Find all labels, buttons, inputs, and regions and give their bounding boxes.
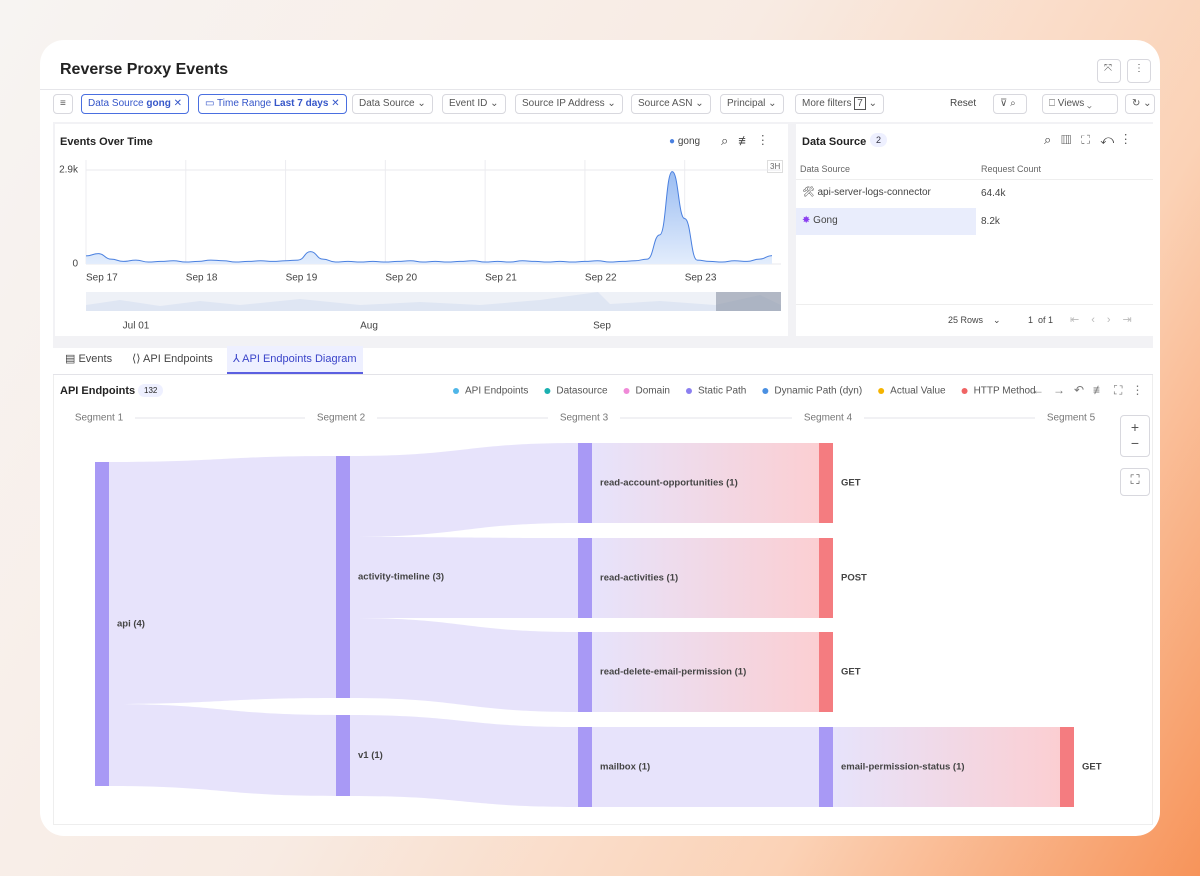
refresh-button[interactable]: ↻ ⌄ bbox=[1125, 94, 1155, 114]
chip-label: Data Source bbox=[88, 98, 144, 109]
filter-chip[interactable]: Data Source gong ✕ bbox=[81, 94, 189, 114]
count-badge: 132 bbox=[138, 384, 164, 397]
divider bbox=[796, 304, 1153, 305]
panel-tools[interactable]: ⌕≢⋮ bbox=[721, 133, 775, 148]
chip-value: Last 7 days bbox=[273, 98, 329, 109]
dropdown-label: Data Source bbox=[359, 98, 415, 109]
filter-chip[interactable]: ▭ Time Range Last 7 days ✕ bbox=[198, 94, 347, 114]
panel-tools[interactable]: ⌕▥⛶↶⋮ bbox=[1044, 132, 1138, 147]
panel-title: API Endpoints bbox=[60, 385, 136, 397]
tab-label: Events bbox=[78, 353, 113, 365]
table-header bbox=[796, 154, 1153, 180]
divider bbox=[53, 374, 1153, 375]
divider bbox=[40, 89, 1160, 90]
filter-toggle[interactable]: ≡ bbox=[53, 94, 73, 114]
filter-search[interactable]: ⊽ ⌕ bbox=[993, 94, 1027, 114]
events-panel: Events Over Time ● gong ⌕≢⋮ 3H bbox=[55, 124, 788, 336]
cell-text: api-server-logs-connector bbox=[817, 187, 931, 198]
dropdown-label: Source ASN bbox=[638, 98, 693, 109]
column-header: Request Count bbox=[981, 164, 1042, 174]
page: 1 bbox=[1028, 315, 1034, 325]
chip-value: gong bbox=[146, 98, 171, 109]
views-label: Views bbox=[1057, 98, 1085, 109]
table-cell: 8.2k bbox=[981, 216, 1000, 227]
views-button[interactable]: ⎕ Views ⌄ bbox=[1042, 94, 1118, 114]
dropdown[interactable]: Source IP Address ⌄ bbox=[515, 94, 623, 114]
panel-title: Data Source bbox=[802, 136, 867, 148]
more-filters-count: 7 bbox=[854, 97, 866, 110]
table-cell: ✸ Gong bbox=[802, 215, 838, 226]
dropdown[interactable]: Source ASN ⌄ bbox=[631, 94, 711, 114]
page-title: Reverse Proxy Events bbox=[60, 61, 229, 78]
tab-label: API Endpoints bbox=[143, 353, 213, 365]
selected-row[interactable] bbox=[796, 208, 976, 235]
tab-active[interactable]: ⅄ API Endpoints Diagram bbox=[227, 346, 363, 374]
dropdown[interactable]: Data Source ⌄ bbox=[352, 94, 433, 114]
interval-badge: 3H bbox=[767, 160, 784, 173]
fit-button[interactable]: ⛶ bbox=[1120, 468, 1150, 496]
dropdown-label: Event ID bbox=[449, 98, 488, 109]
diagram-panel bbox=[53, 375, 1153, 825]
legend-label: gong bbox=[677, 136, 701, 147]
page-of: of 1 bbox=[1038, 315, 1054, 325]
tab-label: API Endpoints Diagram bbox=[242, 353, 357, 365]
panel-title: Events Over Time bbox=[60, 136, 153, 148]
cell-text: Gong bbox=[813, 215, 838, 226]
table-cell: 🛠 api-server-logs-connector bbox=[802, 187, 931, 198]
more-filters-label: More filters bbox=[802, 98, 852, 109]
page-indicator: 1 of 1 bbox=[1028, 315, 1053, 325]
pager[interactable]: ⇤‹›⇥ bbox=[1070, 314, 1144, 326]
more-filters[interactable]: More filters 7 ⌄ bbox=[795, 94, 884, 114]
table-cell: 64.4k bbox=[981, 188, 1006, 199]
legend-entry: ● gong bbox=[669, 136, 701, 147]
menu-button[interactable]: ⋮ bbox=[1127, 59, 1151, 83]
dropdown-label: Principal bbox=[727, 98, 766, 109]
dropdown-label: Source IP Address bbox=[522, 98, 605, 109]
dropdown[interactable]: Event ID ⌄ bbox=[442, 94, 506, 114]
diagram-tools[interactable]: ←→↶≢⛶⋮ bbox=[1032, 383, 1153, 397]
count-badge: 2 bbox=[870, 133, 888, 147]
tab[interactable]: ▤ Events bbox=[65, 353, 113, 365]
dropdown[interactable]: Principal ⌄ bbox=[720, 94, 784, 114]
zoom-controls[interactable]: + − bbox=[1120, 415, 1150, 457]
rows-label: 25 Rows bbox=[948, 315, 984, 325]
reset-button[interactable]: Reset bbox=[950, 98, 977, 109]
tab[interactable]: ⟨⟩ API Endpoints bbox=[132, 353, 213, 365]
collapse-button[interactable]: ⤧ bbox=[1097, 59, 1121, 83]
column-header: Data Source bbox=[800, 164, 851, 174]
card: Reverse Proxy Events ⤧ ⋮ ≡ Data Source g… bbox=[40, 40, 1160, 836]
data-source-panel: Data Source 2 ⌕▥⛶↶⋮ Data Source Request … bbox=[796, 124, 1153, 336]
rows-per-page[interactable]: 25 Rows ⌄ bbox=[948, 315, 1001, 325]
chip-label: Time Range bbox=[217, 98, 272, 109]
